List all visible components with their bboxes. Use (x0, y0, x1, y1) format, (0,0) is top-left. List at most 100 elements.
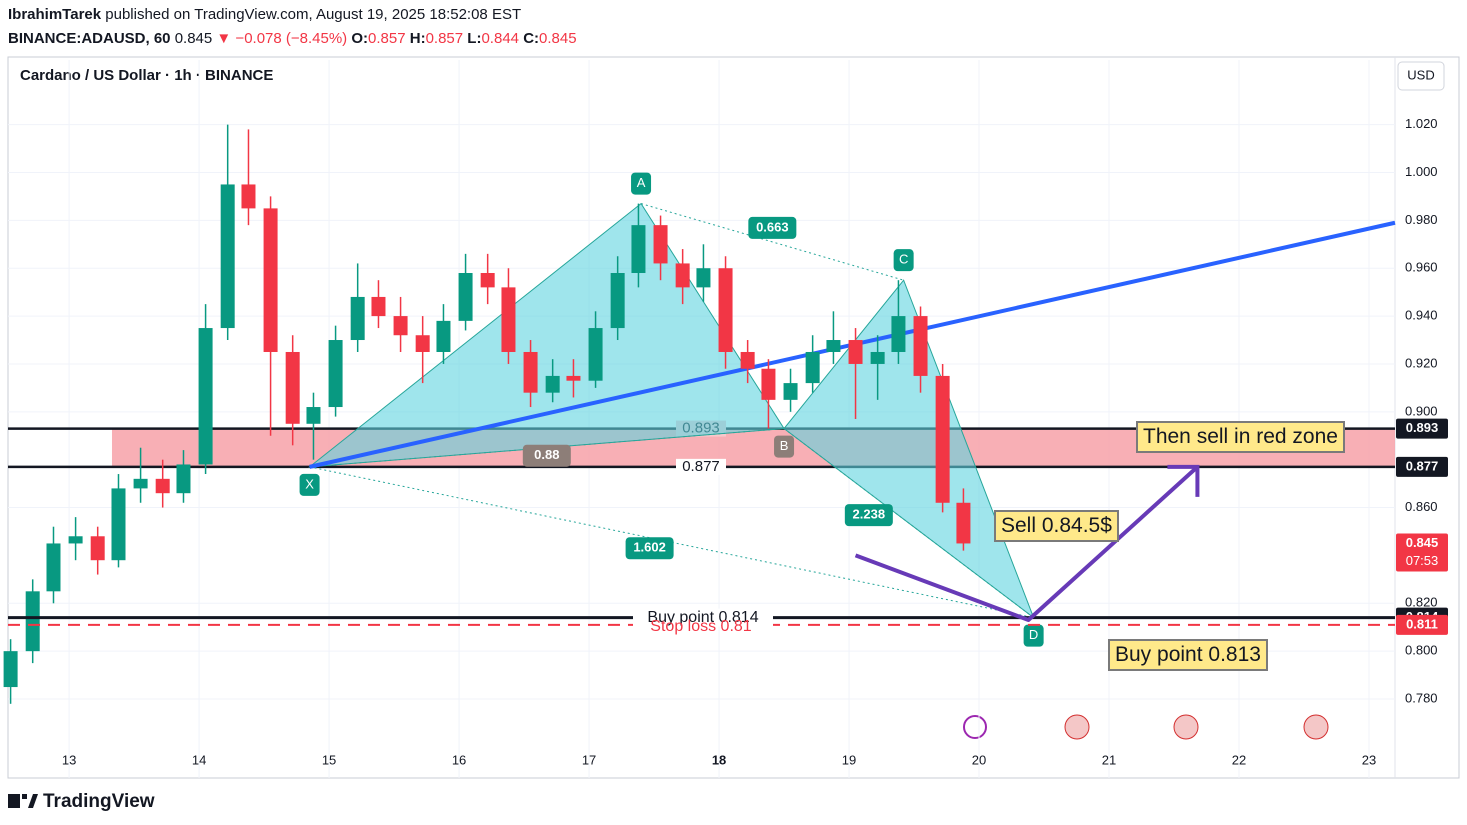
low-label: L: (467, 30, 482, 47)
candle-body (3, 651, 18, 688)
event-icons (963, 714, 1329, 740)
x-tick-label: 21 (1102, 752, 1116, 767)
candle-body (480, 273, 495, 288)
pattern-point-badge (774, 435, 795, 458)
pattern-point-badge (631, 172, 652, 195)
stop-badge: 0.811 (1406, 616, 1438, 631)
candle-body (523, 351, 538, 393)
candle-body (458, 273, 473, 321)
chart-frame (7, 56, 1460, 779)
last-price: 0.845 (174, 30, 213, 47)
zone-low-badge: 0.877 (1406, 458, 1439, 473)
ratio-label: 0.88 (534, 447, 559, 462)
arrow-head (1167, 464, 1200, 497)
candle-body (588, 328, 603, 381)
symbol: BINANCE:ADAUSD, 60 (8, 30, 171, 47)
candle-body (653, 225, 668, 264)
footer-brand: TradingView (43, 791, 155, 812)
y-tick-label: 1.020 (1405, 116, 1438, 131)
candle-body (220, 184, 235, 329)
candle-body (610, 273, 625, 329)
candle-body (436, 320, 451, 352)
candle-body (263, 208, 278, 352)
high-value: 0.857 (425, 30, 464, 47)
x-tick-label: 16 (452, 752, 466, 767)
x-tick-label: 19 (842, 752, 856, 767)
pattern-triangle (307, 202, 785, 468)
x-tick-label: 14 (192, 752, 206, 767)
x-tick-label: 13 (62, 752, 76, 767)
candle-body (25, 591, 40, 652)
ratio-label: 1.602 (633, 540, 666, 555)
open-value: 0.857 (368, 30, 406, 47)
candle-body (545, 375, 560, 393)
candle-body (46, 543, 61, 592)
y-tick-label: 0.860 (1405, 499, 1438, 514)
pattern-point-label: X (305, 476, 314, 491)
ratio-badge (625, 537, 674, 560)
candle-body (848, 340, 863, 364)
pattern-point-label: C (899, 252, 908, 267)
zone-high-badge: 0.893 (1406, 420, 1439, 435)
candle-body (870, 351, 885, 364)
candle-body (826, 340, 841, 352)
candle-body (90, 536, 105, 561)
candle-body (176, 464, 191, 494)
currency-box[interactable] (1397, 61, 1445, 91)
close-label: C: (523, 30, 540, 47)
candle-body (155, 478, 170, 494)
pattern-point-badge (1023, 624, 1044, 647)
candle-body (718, 268, 733, 352)
pattern-point-label: A (637, 175, 646, 190)
x-tick-label: 20 (972, 752, 986, 767)
candle-body (198, 328, 213, 465)
open-label: O: (351, 30, 369, 47)
chart-title: Cardano / US Dollar · 1h · BINANCE (20, 67, 273, 84)
candle-body (805, 351, 820, 384)
y-tick-label: 0.940 (1405, 308, 1438, 323)
candle-body (501, 287, 516, 352)
trade-arrow (854, 465, 1199, 623)
author: IbrahimTarek (8, 6, 102, 23)
candle-body (328, 340, 343, 408)
footer-logo (8, 794, 38, 808)
x-tick-label: 15 (322, 752, 336, 767)
pattern-point-badge (893, 249, 914, 272)
candle-body (740, 351, 755, 369)
callout-sell-zone: Then sell in red zone (1136, 421, 1345, 453)
countdown: 07:53 (1406, 553, 1439, 568)
y-tick-label: 0.920 (1405, 355, 1438, 370)
publish-line: IbrahimTarek published on TradingView.co… (8, 6, 521, 23)
stop-line-label: Stop loss 0.81 (650, 618, 752, 635)
callout-buy: Buy point 0.813 (1108, 639, 1268, 671)
y-tick-label: 0.960 (1405, 260, 1438, 275)
low-value: 0.844 (481, 30, 520, 47)
y-tick-label: 0.800 (1405, 643, 1438, 658)
candle-body (566, 375, 581, 381)
ratio-line (640, 203, 904, 281)
stop-badge-bg (1396, 614, 1448, 635)
level-label: 0.877 (682, 458, 720, 475)
candle-body (133, 478, 148, 489)
candle-body (783, 383, 798, 400)
pattern-point-label: D (1029, 627, 1038, 642)
x-tick-label: 18 (712, 752, 726, 767)
publish-info: published on TradingView.com, August 19,… (105, 6, 522, 23)
x-tick-label: 23 (1362, 752, 1376, 767)
pattern-point-badge (299, 473, 320, 496)
candle-body (956, 502, 971, 544)
y-tick-label: 0.780 (1405, 690, 1438, 705)
ratio-badge (748, 216, 797, 239)
zone-high-badge-bg (1396, 418, 1448, 439)
candle-body (285, 351, 300, 424)
symbol-line: BINANCE:ADAUSD, 60 0.845 ▼ −0.078 (−8.45… (8, 30, 577, 47)
currency[interactable]: USD (1407, 67, 1434, 82)
candle-body (350, 296, 365, 341)
y-tick-label: 1.000 (1405, 164, 1438, 179)
y-tick-label: 0.980 (1405, 212, 1438, 227)
candle-body (111, 488, 126, 561)
candle-body (415, 335, 430, 352)
candle-body (631, 225, 646, 274)
candle-body (891, 316, 906, 352)
x-tick-label: 17 (582, 752, 596, 767)
